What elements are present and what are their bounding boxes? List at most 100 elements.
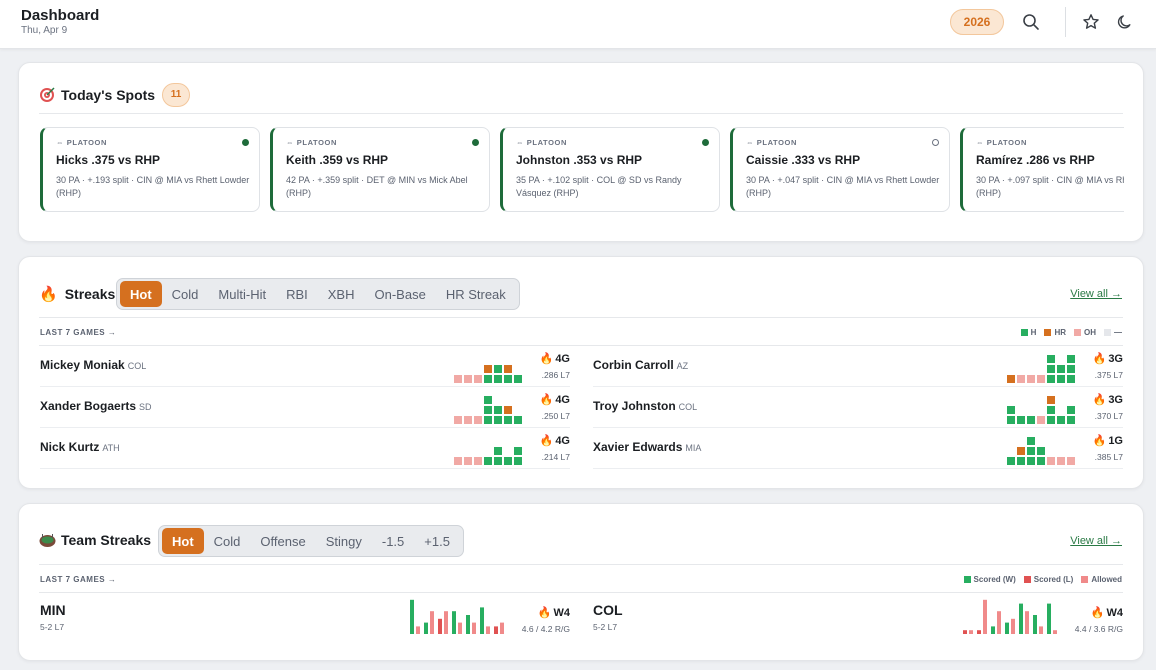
tab-rbi[interactable]: RBI [286,286,308,302]
on-base-square [1037,416,1045,424]
tab--1.5[interactable]: -1.5 [381,533,405,549]
home-run-square [1007,375,1015,383]
hit-square [1027,457,1035,465]
runs-scored-bar [1005,622,1009,634]
streak-games: 4G [555,353,570,365]
team-streak-label: W4 [1106,607,1124,619]
team-abbr: COL [593,602,623,618]
team-streak: 🔥 W4 [1091,606,1123,619]
runs-scored-bar [963,630,967,634]
player-row[interactable]: Mickey Moniak COL 🔥 4G .286 L7 [40,346,570,387]
tab-hot[interactable]: Hot [120,281,162,307]
hit-square [494,447,502,455]
tab-xbh[interactable]: XBH [327,286,355,302]
spot-detail: 42 PA · +.359 split · DET @ MIN vs Mick … [286,175,468,198]
player-name-text: Mickey Moniak [40,358,125,372]
player-row[interactable]: Corbin Carroll AZ 🔥 3G .375 L7 [593,346,1123,387]
home-run-square [504,365,512,373]
spot-headline: Hicks .375 vs RHP [56,153,161,167]
player-row[interactable]: Nick Kurtz ATH 🔥 4G .214 L7 [40,428,570,469]
runs-scored-bar [977,630,981,634]
theme-toggle-button[interactable] [1114,11,1136,33]
on-base-square [454,375,462,383]
runs-scored-bar [424,622,428,634]
runs-scored-bar [1019,603,1023,634]
search-button[interactable] [1020,11,1042,33]
streaks-heading: 🔥 Streaks [39,285,115,303]
spots-carousel[interactable]: ⇔ PLATOON Hicks .375 vs RHP 30 PA · +.193 … [40,127,1124,213]
on-base-square [1057,457,1065,465]
spot-card[interactable]: ⇔ PLATOON Ramírez .286 vs RHP 30 PA · +.09… [960,127,1124,212]
player-name-text: Troy Johnston [593,399,676,413]
player-row[interactable]: Troy Johnston COL 🔥 3G .370 L7 [593,387,1123,428]
spot-tag: ⇔ PLATOON [746,138,797,147]
team-row[interactable]: COL 5-2 L7 🔥 W4 4.4 / 3.6 R/G [593,594,1123,644]
fire-icon: 🔥 [39,286,58,303]
streak-length: 🔥 3G [1093,393,1123,406]
hit-square [494,457,502,465]
season-year-button[interactable]: 2026 [950,9,1004,35]
spot-card[interactable]: ⇔ PLATOON Hicks .375 vs RHP 30 PA · +.193 … [40,127,260,212]
game-log-chart [1007,355,1075,383]
game-log-chart [1007,396,1075,424]
last-7-average: .370 L7 [1094,411,1123,421]
favorites-button[interactable] [1080,11,1102,33]
todays-spots-heading: Today's Spots [39,86,155,103]
streaks-view-all-link[interactable]: View all → [1070,288,1122,300]
status-dot-filled [702,139,709,146]
player-team: ATH [102,443,120,453]
on-base-square [464,457,472,465]
spot-detail: 30 PA · +.047 split · CIN @ MIA vs Rhett… [746,175,940,198]
player-name: Xavier Edwards MIA [593,440,701,454]
tab-on-base[interactable]: On-Base [374,286,426,302]
spot-card[interactable]: ⇔ PLATOON Caissie .333 vs RHP 30 PA · +.04… [730,127,950,212]
hit-square [484,416,492,424]
player-team: MIA [685,443,702,453]
team-streaks-title: Team Streaks [61,532,152,548]
player-name-text: Nick Kurtz [40,440,100,454]
streaks-legend: H HR OH — [1020,328,1122,337]
tab-cold[interactable]: Cold [171,286,199,302]
page-title: Dashboard [21,7,100,24]
hit-square [1067,375,1075,383]
team-streaks-card: Team Streaks Hot Cold Offense Stingy -1.5 +1.… [18,503,1144,661]
game-log-chart [454,447,522,465]
last-7-average: .385 L7 [1094,452,1123,462]
player-name: Corbin Carroll AZ [593,358,688,372]
hit-square [1047,365,1055,373]
tab-offense[interactable]: Offense [260,533,306,549]
team-streaks-view-all-link[interactable]: View all → [1070,535,1122,547]
runs-allowed-bar [969,630,973,634]
hit-square [484,396,492,404]
home-run-square [504,406,512,414]
hit-square [494,365,502,373]
player-team: COL [678,402,698,412]
runs-scored-bar [494,626,498,634]
team-row[interactable]: MIN 5-2 L7 🔥 W4 4.6 / 4.2 R/G [40,594,570,644]
tab-hot[interactable]: Hot [162,528,204,554]
runs-allowed-bar [486,626,490,634]
spot-tag: ⇔ PLATOON [286,138,337,147]
tab-+1.5[interactable]: +1.5 [424,533,450,549]
last-7-average: .375 L7 [1094,370,1123,380]
hit-square [514,416,522,424]
spot-card[interactable]: ⇔ PLATOON Keith .359 vs RHP 42 PA · +.359 … [270,127,490,212]
team-runs-chart [963,599,1057,634]
fire-icon: 🔥 [1092,435,1107,447]
tab-stingy[interactable]: Stingy [325,533,362,549]
player-row[interactable]: Xavier Edwards MIA 🔥 1G .385 L7 [593,428,1123,469]
player-row[interactable]: Xander Bogaerts SD 🔥 4G .250 L7 [40,387,570,428]
game-log-chart [454,396,522,424]
tab-cold[interactable]: Cold [213,533,241,549]
player-name: Troy Johnston COL [593,399,697,413]
spot-detail: 30 PA · +.097 split · CIN @ MIA vs Rhett… [976,175,1124,198]
tab-multi-hit[interactable]: Multi-Hit [218,286,267,302]
moon-icon [1117,15,1131,29]
star-icon [1083,14,1099,29]
tab-hr-streak[interactable]: HR Streak [445,286,506,302]
legend-item-none: — [1104,328,1122,337]
spot-headline: Johnston .353 vs RHP [516,153,643,167]
team-streaks-legend: Scored (W) Scored (L) Allowed [963,575,1122,584]
team-record: 5-2 L7 [40,622,65,632]
spot-card[interactable]: ⇔ PLATOON Johnston .353 vs RHP 35 PA · +.1… [500,127,720,212]
